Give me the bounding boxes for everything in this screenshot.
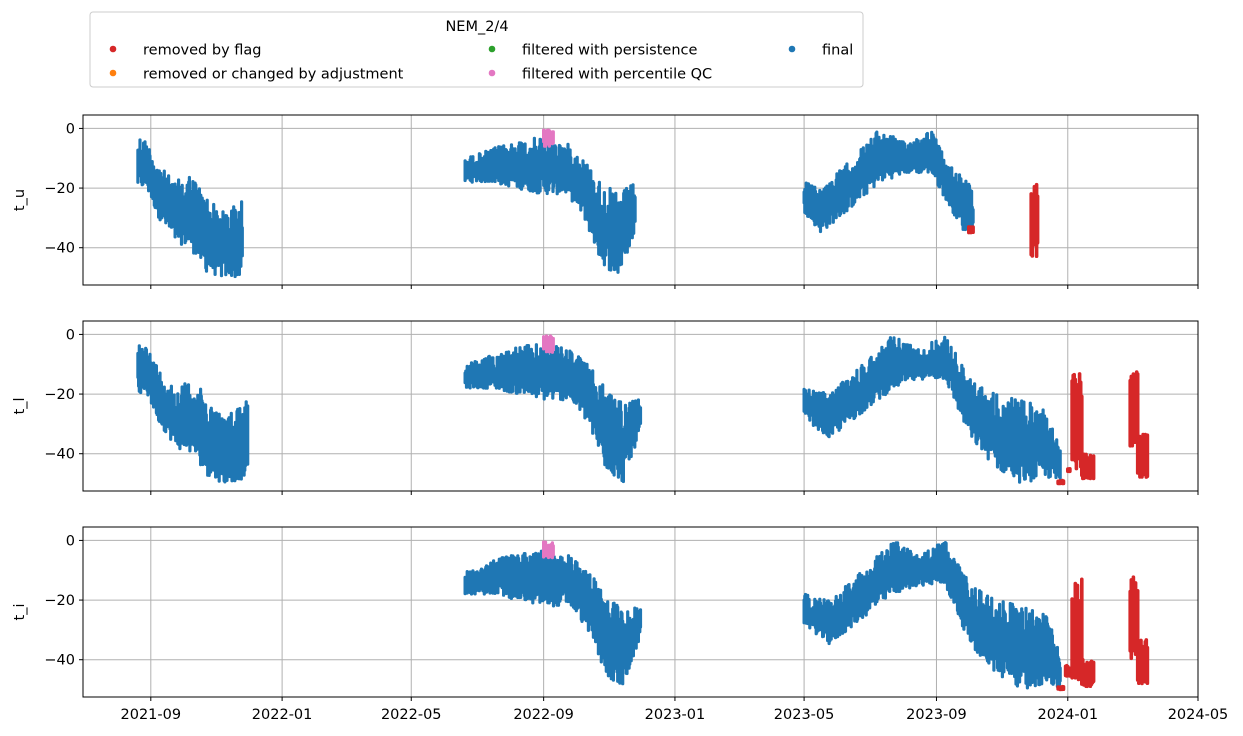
series-final-segment [463, 343, 643, 484]
x-tick-label: 2022-05 [381, 707, 442, 723]
series-final-segment [463, 136, 637, 274]
axes-frame [82, 320, 1199, 492]
final-points [136, 344, 250, 484]
y-tick-label: 0 [66, 327, 75, 343]
removed-by-flag-points [1080, 658, 1096, 689]
y-tick-label: 0 [66, 533, 75, 549]
final-points [463, 136, 637, 274]
x-tick-label: 2024-05 [1168, 707, 1229, 723]
final-points [802, 335, 1062, 484]
legend-entry-removed-by-flag: removed by flag [109, 43, 262, 59]
final-points [463, 549, 643, 686]
legend-label: filtered with persistence [522, 43, 698, 59]
x-tick-label: 2023-05 [774, 707, 835, 723]
legend-marker [788, 45, 796, 53]
removed-by-flag-points [1029, 182, 1040, 258]
final-points [802, 541, 1062, 690]
y-tick-label: −20 [44, 387, 75, 403]
y-tick-label: 0 [66, 121, 75, 137]
legend-marker [109, 69, 117, 77]
y-axis-label: t_l [12, 398, 28, 415]
final-points [136, 138, 244, 279]
legend-marker [488, 45, 496, 53]
y-axis-label: t_i [12, 604, 28, 621]
legend-title: NEM_2/4 [445, 19, 508, 35]
percentile-qc-points [542, 334, 555, 354]
removed-by-flag-points [1063, 663, 1072, 678]
legend-label: removed or changed by adjustment [143, 67, 404, 83]
legend-entry-filtered-percentile: filtered with percentile QC [488, 67, 712, 83]
legend-entry-final: final [788, 43, 853, 59]
legend-entry-removed-or-changed: removed or changed by adjustment [109, 67, 404, 83]
y-tick-label: −40 [44, 241, 75, 257]
removed-by-flag-points [1066, 467, 1072, 474]
y-tick-label: −20 [44, 181, 75, 197]
removed-by-flag-points [1135, 432, 1150, 479]
x-tick-label: 2023-01 [645, 707, 706, 723]
percentile-qc-points [542, 540, 555, 560]
removed-by-flag-points [1070, 577, 1084, 682]
plot-area [136, 128, 1040, 279]
final-points [463, 343, 643, 484]
x-tick-label: 2024-01 [1037, 707, 1098, 723]
legend-label: removed by flag [143, 43, 262, 59]
series-final-segment [136, 344, 250, 484]
removed-by-flag-points [1056, 684, 1066, 692]
removed-by-flag-points [1128, 370, 1140, 448]
series-final-segment [802, 335, 1062, 484]
plot-area [136, 334, 1150, 486]
legend-frame [89, 11, 864, 88]
removed-by-flag-points [1080, 452, 1096, 481]
final-points [802, 130, 975, 234]
legend-marker [109, 45, 117, 53]
subplot-t_i: 0 −20 −40 t_i 2021-09 2022-01 2022-05 2022-09 20… [12, 526, 1229, 723]
removed-by-flag-points [1135, 638, 1150, 686]
series-final-segment [463, 549, 643, 686]
series-final-segment [802, 541, 1062, 690]
y-tick-label: −40 [44, 447, 75, 463]
percentile-qc-points [542, 128, 555, 148]
legend-label: final [822, 43, 853, 59]
series-final-segment [136, 138, 244, 279]
x-tick-label: 2022-01 [252, 707, 313, 723]
axes-frame [82, 526, 1199, 698]
plot-area [463, 540, 1150, 692]
y-axis-label: t_u [12, 189, 28, 211]
subplots: 0 −20 −40 t_u 0 −20 −40 t_l 0 −20 −40 t_i 2021-09 202… [12, 114, 1229, 723]
legend-entry-filtered-persistence: filtered with persistence [488, 43, 698, 59]
subplot-t_u: 0 −20 −40 t_u [12, 114, 1199, 289]
legend-label: filtered with percentile QC [522, 67, 712, 83]
legend-marker [488, 69, 496, 77]
legend: NEM_2/4 removed by flag removed or chang… [89, 11, 864, 88]
removed-by-flag-points [1056, 478, 1066, 486]
x-tick-label: 2023-09 [906, 707, 967, 723]
removed-by-flag-points [1070, 372, 1084, 471]
subplot-t_l: 0 −20 −40 t_l [12, 320, 1199, 495]
x-tick-label: 2021-09 [121, 707, 182, 723]
y-tick-label: −20 [44, 593, 75, 609]
removed-by-flag-points [1128, 575, 1140, 661]
series-final-segment [802, 130, 975, 234]
axes-frame [82, 114, 1199, 286]
x-tick-label: 2022-09 [513, 707, 574, 723]
removed-by-flag-points [967, 225, 975, 235]
y-tick-label: −40 [44, 653, 75, 669]
